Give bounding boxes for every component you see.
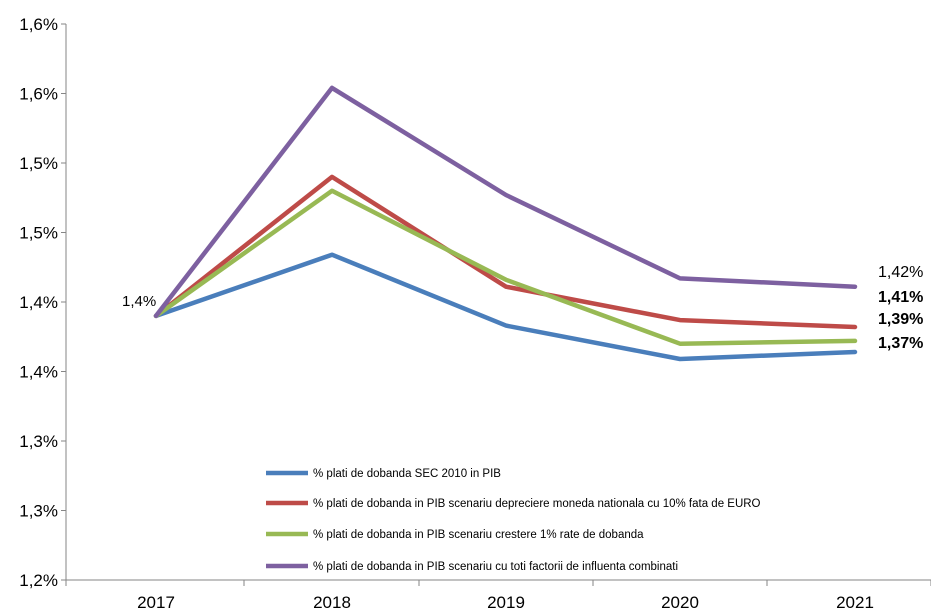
series-line-3 [153,188,858,346]
x-axis: 2017 2018 2019 2020 2021 [65,579,931,612]
y-tick-label: 1,4% [19,363,58,382]
x-tick-label: 2017 [137,593,175,612]
y-tick-label: 1,3% [19,502,58,521]
legend-label: % plati de dobanda in PIB scenariu depre… [313,498,761,510]
y-tick-label: 1,6% [19,85,58,104]
series-line-1 [153,252,858,362]
end-data-label: 1,39% [878,311,923,328]
end-data-label: 1,37% [878,335,923,352]
x-tick-label: 2021 [836,593,874,612]
y-tick-label: 1,2% [19,571,58,590]
legend-label: % plati de dobanda SEC 2010 in PIB [313,468,501,480]
end-data-label: 1,42% [878,264,923,281]
legend-label: % plati de dobanda in PIB scenariu crest… [313,529,644,541]
x-tick-label: 2020 [661,593,699,612]
legend-entry: % plati de dobanda in PIB scenariu cu to… [266,561,678,573]
y-tick-label: 1,4% [19,293,58,312]
legend-entry: % plati de dobanda in PIB scenariu depre… [266,498,761,510]
x-tick-label: 2018 [313,593,351,612]
legend-entry: % plati de dobanda SEC 2010 in PIB [266,468,501,480]
series-lines [153,85,858,362]
legend: % plati de dobanda SEC 2010 in PIB % plat… [266,468,761,573]
data-labels: 1,4% 1,37% 1,41% 1,39% 1,42% [122,264,923,352]
x-tick-label: 2019 [487,593,525,612]
y-tick-label: 1,6% [19,15,58,34]
y-axis: 1,2% 1,3% 1,3% 1,4% 1,4% 1,5% 1,5% 1,6% 1,6% [19,15,67,590]
series-line-4 [153,85,858,319]
series-line-2 [153,174,858,330]
y-tick-label: 1,5% [19,154,58,173]
start-data-label: 1,4% [122,293,156,310]
legend-label: % plati de dobanda in PIB scenariu cu to… [313,561,678,573]
y-tick-label: 1,5% [19,224,58,243]
y-tick-label: 1,3% [19,432,58,451]
legend-entry: % plati de dobanda in PIB scenariu crest… [266,529,644,541]
end-data-label: 1,41% [878,289,923,306]
